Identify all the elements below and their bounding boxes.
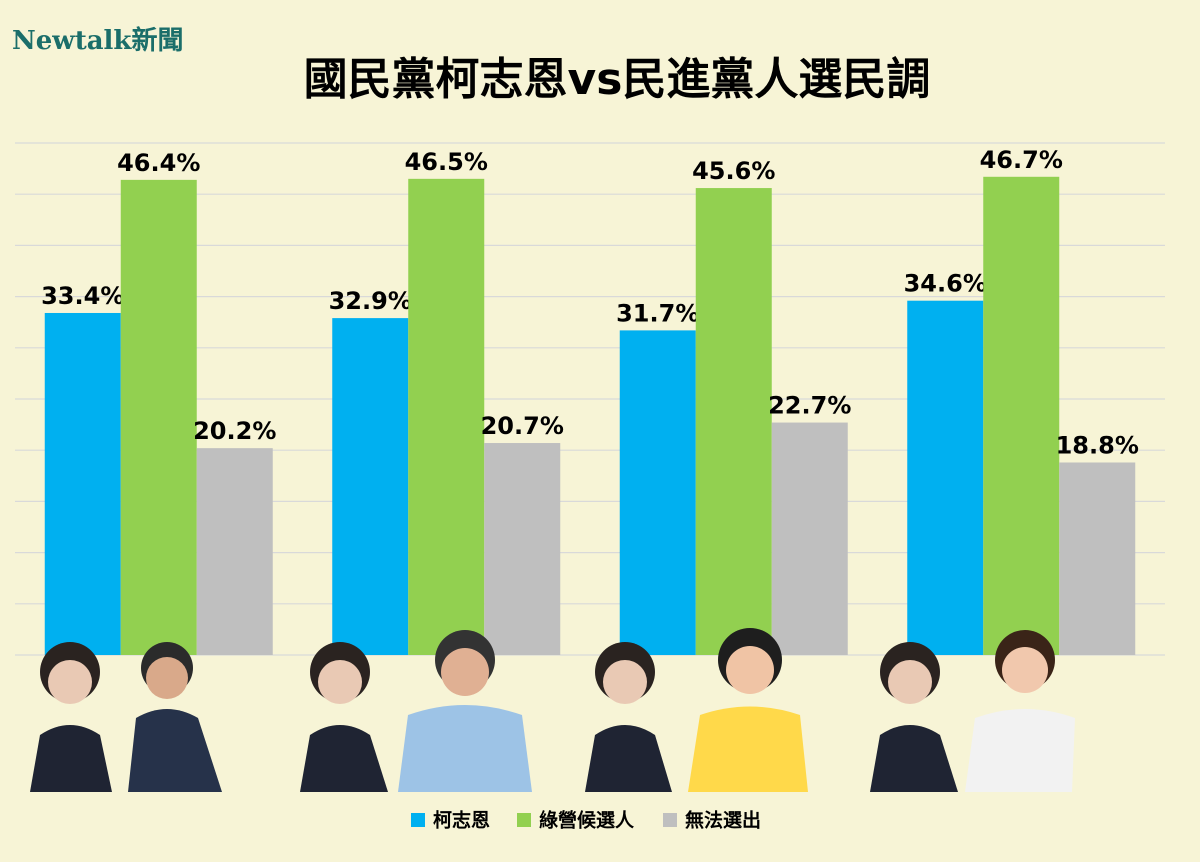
photos [30, 628, 1075, 792]
bar [907, 300, 984, 655]
chart-title: 國民黨柯志恩vs民進黨人選民調 [304, 54, 931, 105]
photo-group [30, 642, 222, 792]
bar [408, 178, 485, 655]
value-label: 46.7% [980, 146, 1063, 174]
value-label: 46.4% [117, 149, 200, 177]
photo-group [870, 630, 1075, 792]
legend-swatch [517, 813, 531, 827]
value-label: 20.7% [481, 412, 564, 440]
bar [1059, 462, 1136, 655]
value-label: 22.7% [768, 392, 851, 420]
value-label: 45.6% [692, 157, 775, 185]
value-label: 46.5% [405, 148, 488, 176]
bars: 33.4% 46.4% 20.2% 32.9% 46.5% 20.7% 31.7% 45.6%… [41, 146, 1139, 656]
value-label: 31.7% [616, 299, 699, 327]
brand-logo: Newtalk新聞 [12, 25, 183, 56]
value-label: 18.8% [1056, 431, 1139, 459]
value-label: 34.6% [904, 270, 987, 298]
bar [695, 188, 772, 655]
legend-label: 柯志恩 [433, 809, 490, 832]
bar [120, 179, 197, 655]
legend-swatch [663, 813, 677, 827]
bar [44, 312, 121, 655]
photo-group [300, 630, 532, 792]
value-label: 32.9% [329, 287, 412, 315]
value-label: 33.4% [41, 282, 124, 310]
bar [332, 318, 409, 655]
photo-group [585, 628, 808, 792]
bar [484, 443, 561, 655]
bar [619, 330, 696, 655]
bar [983, 176, 1060, 656]
value-label: 20.2% [193, 417, 276, 445]
bar [196, 448, 273, 655]
legend-swatch [411, 813, 425, 827]
legend: 柯志恩 綠營候選人 無法選出 [411, 809, 761, 832]
bar [771, 422, 848, 655]
legend-label: 無法選出 [685, 809, 761, 832]
legend-label: 綠營候選人 [539, 809, 635, 832]
